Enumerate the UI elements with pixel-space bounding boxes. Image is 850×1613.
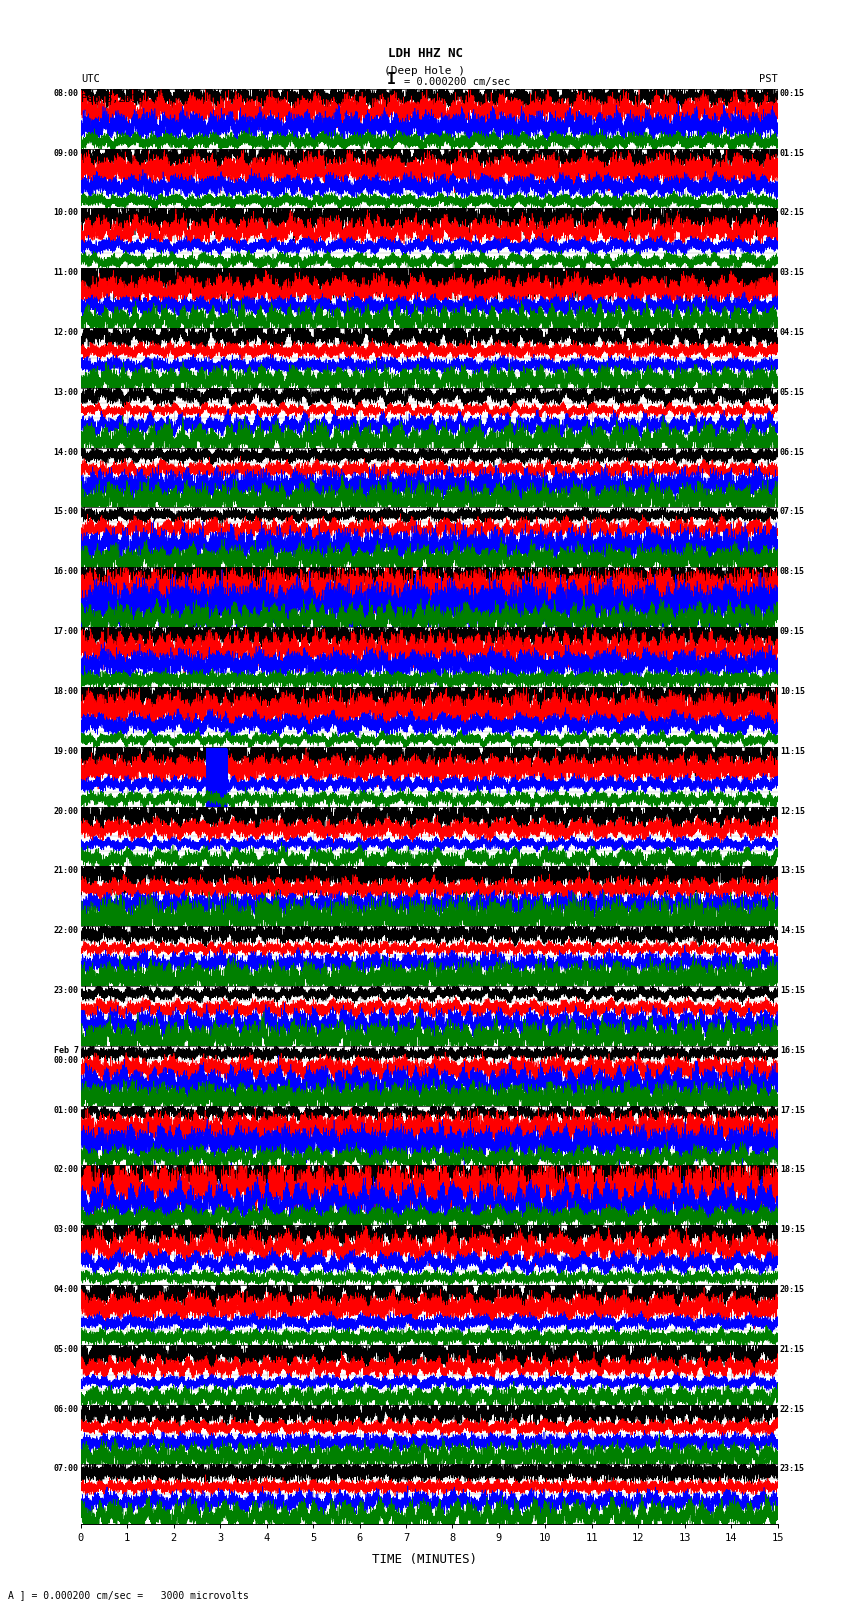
Text: LDH HHZ NC: LDH HHZ NC bbox=[388, 47, 462, 60]
Text: 11:00: 11:00 bbox=[54, 268, 79, 277]
Text: Feb 6,2018: Feb 6,2018 bbox=[715, 94, 778, 103]
Text: Feb 7
00:00: Feb 7 00:00 bbox=[54, 1045, 79, 1065]
Text: 01:00: 01:00 bbox=[54, 1105, 79, 1115]
Text: 04:00: 04:00 bbox=[54, 1286, 79, 1294]
Text: 07:15: 07:15 bbox=[779, 508, 805, 516]
Text: 16:00: 16:00 bbox=[54, 568, 79, 576]
Text: 13:15: 13:15 bbox=[779, 866, 805, 876]
Text: Feb 6,2018: Feb 6,2018 bbox=[81, 94, 144, 103]
Text: 20:15: 20:15 bbox=[779, 1286, 805, 1294]
Text: (Deep Hole ): (Deep Hole ) bbox=[384, 66, 466, 76]
Text: 19:15: 19:15 bbox=[779, 1226, 805, 1234]
Text: I: I bbox=[387, 73, 395, 87]
Text: 22:15: 22:15 bbox=[779, 1405, 805, 1413]
Text: 19:00: 19:00 bbox=[54, 747, 79, 755]
Text: TIME (MINUTES): TIME (MINUTES) bbox=[372, 1553, 478, 1566]
Text: 02:00: 02:00 bbox=[54, 1165, 79, 1174]
Text: 21:15: 21:15 bbox=[779, 1345, 805, 1353]
Text: A ] = 0.000200 cm/sec =   3000 microvolts: A ] = 0.000200 cm/sec = 3000 microvolts bbox=[8, 1590, 249, 1600]
Text: 06:15: 06:15 bbox=[779, 447, 805, 456]
Text: 01:15: 01:15 bbox=[779, 148, 805, 158]
Text: 03:00: 03:00 bbox=[54, 1226, 79, 1234]
Text: 05:00: 05:00 bbox=[54, 1345, 79, 1353]
Text: 04:15: 04:15 bbox=[779, 327, 805, 337]
Text: 14:00: 14:00 bbox=[54, 447, 79, 456]
Text: 22:00: 22:00 bbox=[54, 926, 79, 936]
Text: 05:15: 05:15 bbox=[779, 387, 805, 397]
Text: 11:15: 11:15 bbox=[779, 747, 805, 755]
Text: 09:15: 09:15 bbox=[779, 627, 805, 636]
Text: 17:15: 17:15 bbox=[779, 1105, 805, 1115]
Text: 07:00: 07:00 bbox=[54, 1465, 79, 1473]
Text: 12:15: 12:15 bbox=[779, 806, 805, 816]
Text: 08:00: 08:00 bbox=[54, 89, 79, 98]
Text: = 0.000200 cm/sec: = 0.000200 cm/sec bbox=[404, 77, 510, 87]
Text: 08:15: 08:15 bbox=[779, 568, 805, 576]
Text: 13:00: 13:00 bbox=[54, 387, 79, 397]
Text: 23:15: 23:15 bbox=[779, 1465, 805, 1473]
Text: 02:15: 02:15 bbox=[779, 208, 805, 218]
Text: UTC: UTC bbox=[81, 74, 99, 84]
Text: 06:00: 06:00 bbox=[54, 1405, 79, 1413]
Text: 20:00: 20:00 bbox=[54, 806, 79, 816]
Text: 15:00: 15:00 bbox=[54, 508, 79, 516]
Text: 03:15: 03:15 bbox=[779, 268, 805, 277]
Text: 16:15: 16:15 bbox=[779, 1045, 805, 1055]
Text: 10:15: 10:15 bbox=[779, 687, 805, 695]
Text: 23:00: 23:00 bbox=[54, 986, 79, 995]
Text: 18:15: 18:15 bbox=[779, 1165, 805, 1174]
Text: 12:00: 12:00 bbox=[54, 327, 79, 337]
Text: 15:15: 15:15 bbox=[779, 986, 805, 995]
Text: 17:00: 17:00 bbox=[54, 627, 79, 636]
Text: 21:00: 21:00 bbox=[54, 866, 79, 876]
Text: 00:15: 00:15 bbox=[779, 89, 805, 98]
Text: 09:00: 09:00 bbox=[54, 148, 79, 158]
Text: 10:00: 10:00 bbox=[54, 208, 79, 218]
Text: PST: PST bbox=[759, 74, 778, 84]
Text: 14:15: 14:15 bbox=[779, 926, 805, 936]
Text: 18:00: 18:00 bbox=[54, 687, 79, 695]
